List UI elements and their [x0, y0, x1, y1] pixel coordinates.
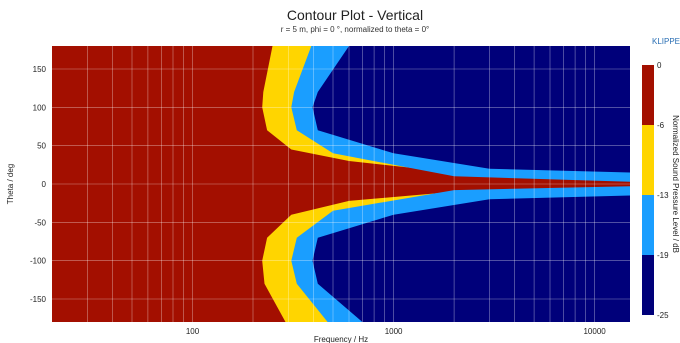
x-tick-label: 100	[186, 327, 200, 336]
chart-subtitle: r = 5 m, phi = 0 °, normalized to theta …	[281, 25, 429, 34]
x-tick-label: 1000	[385, 327, 403, 336]
colorbar-tick-label: -25	[657, 311, 669, 320]
grid-lines	[52, 46, 630, 322]
axis-ticks: 150 100 50 0 -50 -100 -150 100 1000 10000	[30, 65, 606, 336]
brand-logo: KLIPPEL	[652, 37, 680, 46]
colorbar-tick-label: -13	[657, 191, 669, 200]
colorbar-band-0	[642, 65, 654, 125]
contour-level-3	[312, 46, 630, 322]
colorbar-band-1	[642, 125, 654, 195]
x-tick-label: 10000	[583, 327, 606, 336]
colorbar-tick-label: 0	[657, 61, 662, 70]
y-tick-label: -150	[30, 295, 47, 304]
y-tick-label: 100	[33, 103, 47, 112]
colorbar-label: Normalized Sound Pressure Level / dB	[671, 115, 680, 253]
y-tick-label: 50	[37, 142, 46, 151]
y-axis-label: Theta / deg	[6, 164, 15, 204]
chart-title: Contour Plot - Vertical	[287, 7, 423, 23]
x-axis-label: Frequency / Hz	[314, 335, 368, 343]
y-tick-label: -100	[30, 257, 47, 266]
colorbar-tick-label: -6	[657, 121, 665, 130]
colorbar-tick-label: -19	[657, 251, 669, 260]
colorbar-band-3	[642, 255, 654, 315]
y-tick-label: -50	[34, 218, 46, 227]
y-tick-label: 0	[42, 180, 47, 189]
colorbar: 0 -6 -13 -19 -25	[642, 61, 669, 320]
colorbar-band-2	[642, 195, 654, 255]
y-tick-label: 150	[33, 65, 47, 74]
